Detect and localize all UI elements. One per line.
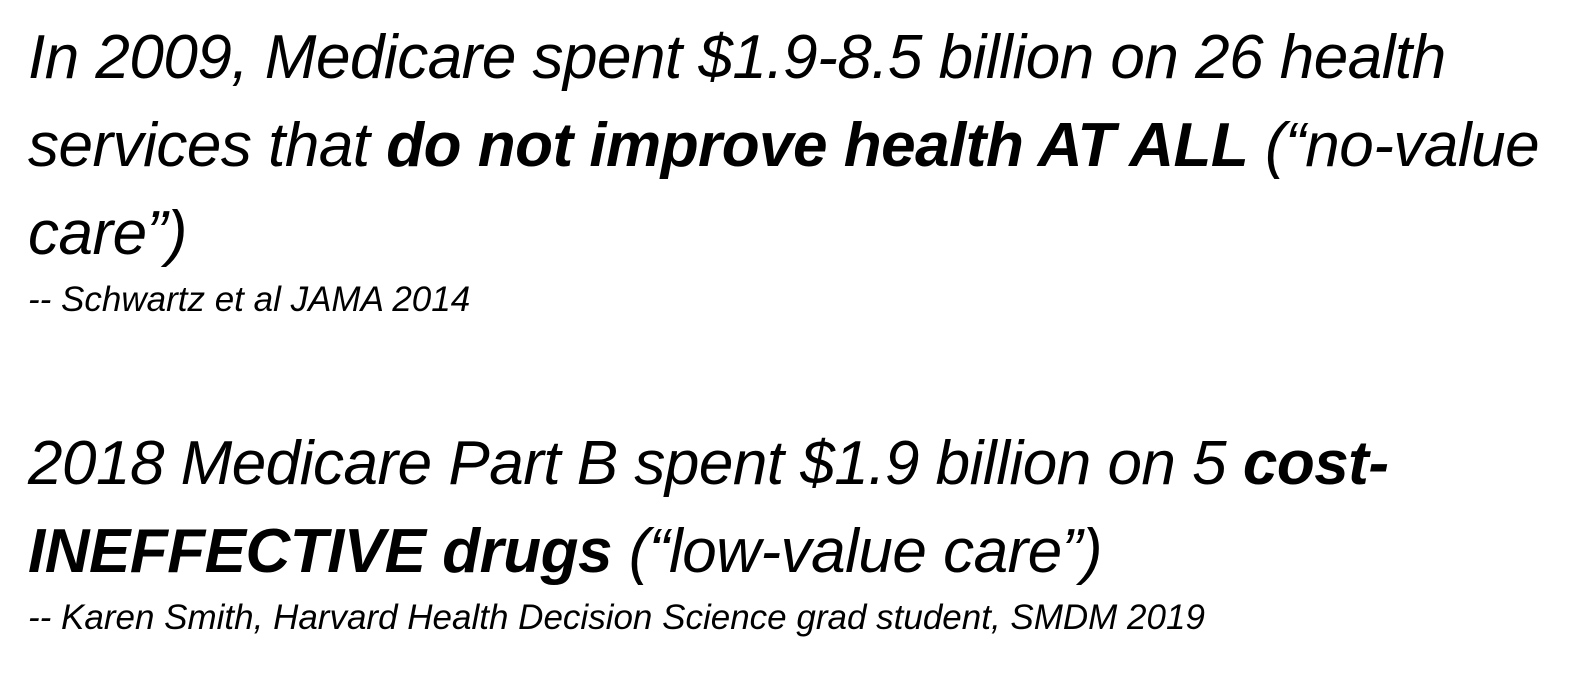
statement-text: 2018 Medicare Part B spent $1.9 billion … [28, 420, 1573, 596]
statement-text: In 2009, Medicare spent $1.9-8.5 billion… [28, 14, 1573, 278]
citation: -- Karen Smith, Harvard Health Decision … [28, 598, 1205, 637]
statement-lead: In 2009, Medicare spent $1.9-8.5 billion… [28, 23, 1446, 180]
statement-lead: 2018 Medicare Part B spent $1.9 billion … [28, 429, 1243, 498]
statement-emphasis: do not improve health AT ALL [386, 111, 1249, 180]
statement-tail: (“no-value care”) [28, 111, 1540, 268]
statement-block-1: In 2009, Medicare spent $1.9-8.5 billion… [28, 14, 1573, 322]
citation: -- Schwartz et al JAMA 2014 [28, 280, 471, 319]
statement-block-2: 2018 Medicare Part B spent $1.9 billion … [28, 420, 1573, 640]
statement-tail: (“low-value care”) [611, 517, 1103, 586]
statement-emphasis: cost-INEFFECTIVE drugs [28, 429, 1389, 586]
